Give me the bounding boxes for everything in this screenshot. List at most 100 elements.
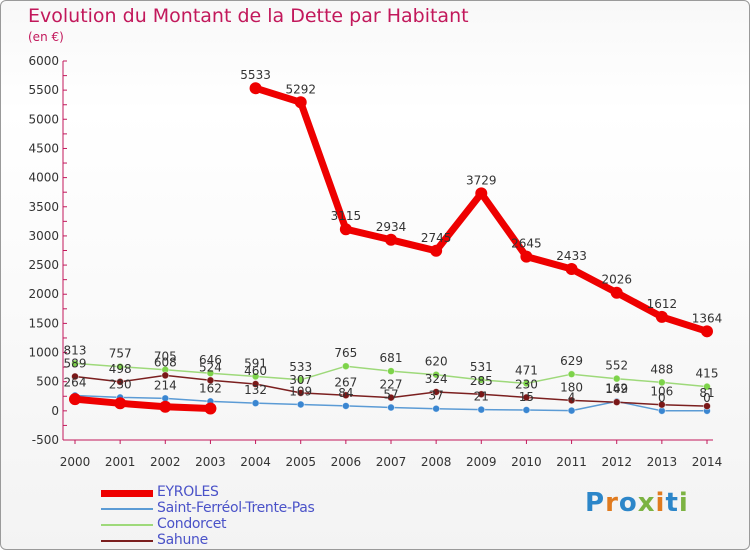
y-tick-label: 6000 (28, 54, 59, 68)
logo-letter: o (618, 488, 638, 518)
logo-letter: P (585, 488, 606, 518)
data-label: 498 (109, 362, 132, 376)
y-tick-label: 4000 (28, 171, 59, 185)
data-label: 81 (699, 386, 714, 400)
data-point (610, 286, 623, 299)
data-point (69, 393, 81, 406)
series-line (252, 84, 711, 335)
data-label: 705 (154, 350, 177, 364)
chart-unit-label: (en €) (28, 30, 64, 44)
x-tick-label: 2010 (511, 455, 542, 469)
data-point (251, 372, 260, 381)
data-label: 15 (519, 390, 534, 404)
data-label: 264 (64, 375, 87, 389)
y-tick-label: 1000 (28, 346, 59, 360)
data-point (71, 372, 79, 381)
x-tick-label: 2014 (692, 455, 723, 469)
data-label: 2645 (511, 237, 542, 251)
data-label: 106 (650, 385, 673, 399)
legend-swatch (101, 524, 153, 526)
data-label: 324 (425, 372, 448, 386)
data-label: 524 (199, 360, 222, 374)
y-tick-label: 0 (51, 404, 59, 418)
data-point (432, 370, 441, 379)
data-label: 5292 (285, 82, 316, 96)
data-label: 552 (605, 359, 628, 373)
data-point (161, 371, 170, 380)
data-point (339, 223, 352, 236)
data-point (294, 96, 307, 109)
x-tick-label: 2008 (421, 455, 452, 469)
x-tick-label: 2006 (331, 455, 362, 469)
data-point (701, 325, 713, 338)
data-label: 3115 (331, 209, 362, 223)
data-point (703, 382, 711, 391)
data-label: 4 (568, 391, 576, 405)
data-label: 21 (474, 390, 489, 404)
data-label: 646 (199, 353, 222, 367)
data-point (251, 399, 260, 408)
data-point (567, 406, 576, 415)
logo-letter: i (678, 488, 689, 518)
chart-title: Evolution du Montant de la Dette par Hab… (28, 5, 469, 27)
data-point (204, 402, 217, 415)
data-point (432, 404, 441, 413)
data-label: 681 (380, 351, 403, 365)
data-point (432, 388, 441, 396)
y-tick-label: 2500 (28, 258, 59, 272)
data-label: 149 (605, 382, 628, 396)
data-label: 0 (658, 391, 666, 405)
y-tick-label: 5000 (28, 112, 59, 126)
data-label: 531 (470, 360, 493, 374)
data-point (159, 400, 172, 413)
data-label: 765 (334, 346, 357, 360)
data-point (387, 403, 395, 412)
data-label: 180 (560, 380, 583, 394)
data-point (341, 402, 350, 410)
proxiti-logo: Proxiti (585, 488, 689, 518)
legend-label: Sahune (157, 532, 208, 548)
data-point (520, 250, 533, 263)
y-tick-label: 3000 (28, 229, 59, 243)
data-label: 2026 (601, 273, 632, 287)
data-label: 230 (515, 377, 538, 391)
data-point (296, 389, 305, 397)
data-point (522, 379, 531, 388)
x-tick-label: 2011 (556, 455, 587, 469)
data-label: 533 (289, 360, 312, 374)
x-tick-label: 2007 (376, 455, 407, 469)
x-tick-label: 2003 (195, 455, 226, 469)
data-point (341, 391, 350, 400)
data-point (657, 400, 666, 409)
data-point (206, 376, 215, 385)
data-label: 591 (244, 356, 267, 370)
legend-label: Condorcet (157, 516, 227, 532)
x-tick-label: 2013 (647, 455, 678, 469)
data-point (477, 405, 486, 414)
y-tick-label: 5500 (28, 83, 59, 97)
data-point (477, 390, 486, 399)
data-label: 629 (560, 354, 583, 368)
data-label: 285 (470, 374, 493, 388)
data-label: 162 (605, 381, 628, 395)
data-label: 5533 (240, 68, 271, 82)
data-point (387, 393, 395, 402)
data-label: 2745 (421, 231, 452, 245)
data-label: 589 (64, 357, 87, 371)
x-tick-label: 2001 (105, 455, 136, 469)
data-label: 608 (154, 355, 177, 369)
legend-label: Saint-Ferréol-Trente-Pas (157, 500, 315, 516)
data-label: 227 (380, 378, 403, 392)
data-label: 0 (703, 391, 711, 405)
data-point (251, 380, 260, 388)
data-point (477, 375, 486, 384)
y-tick-label: 2000 (28, 287, 59, 301)
data-point (612, 398, 621, 407)
y-tick-label: 1500 (28, 316, 59, 330)
logo-letter: r (605, 488, 619, 518)
data-point (114, 397, 127, 410)
data-label: 460 (244, 364, 267, 378)
legend-swatch (101, 489, 153, 497)
logo-letter: i (655, 488, 666, 518)
